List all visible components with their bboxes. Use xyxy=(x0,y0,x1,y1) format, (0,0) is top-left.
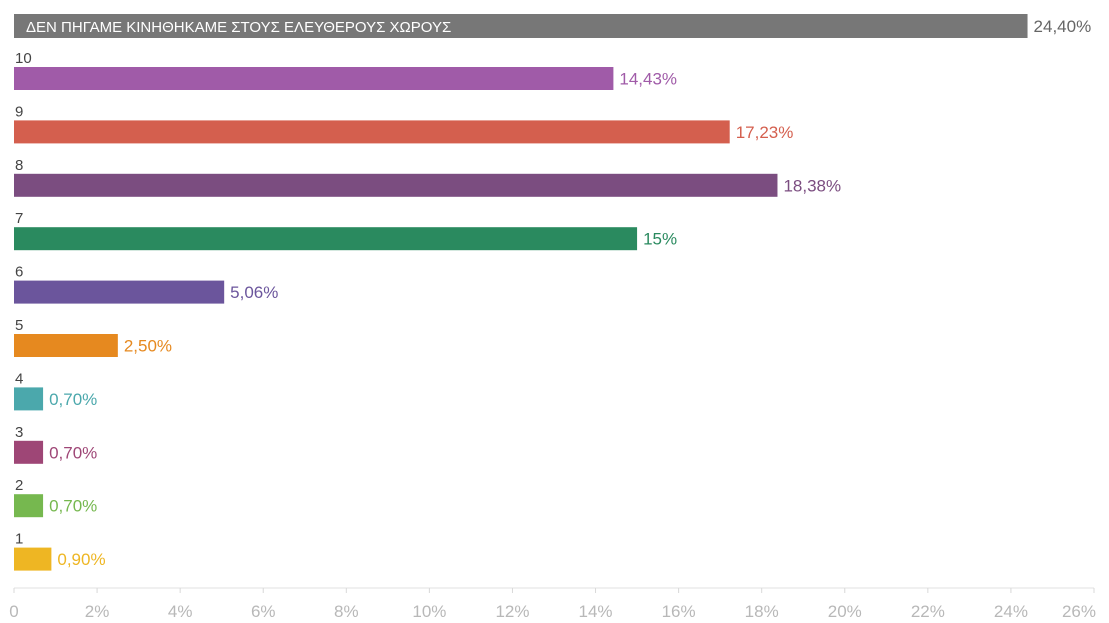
category-label: ΔΕΝ ΠΗΓΑΜΕ ΚΙΝΗΘΗΚΑΜΕ ΣΤΟΥΣ ΕΛΕΥΘΕΡΟΥΣ Χ… xyxy=(26,19,451,36)
x-tick-label: 26% xyxy=(1062,602,1096,621)
category-label: 2 xyxy=(15,477,23,494)
bar-9 xyxy=(14,120,730,144)
value-label: 18,38% xyxy=(783,176,841,195)
x-tick-label: 22% xyxy=(911,602,945,621)
value-label: 24,40% xyxy=(1034,17,1092,36)
category-label: 5 xyxy=(15,317,23,334)
category-label: 4 xyxy=(15,370,23,387)
x-tick-label: 12% xyxy=(495,602,529,621)
x-axis: 0 2% 4% 6% 8% 10% 12% 14% 16% 18% 20% 22% 24% 26% xyxy=(9,587,1096,621)
x-tick-label: 10% xyxy=(412,602,446,621)
x-tick-label: 24% xyxy=(994,602,1028,621)
bars-layer: ΔΕΝ ΠΗΓΑΜΕ ΚΙΝΗΘΗΚΑΜΕ ΣΤΟΥΣ ΕΛΕΥΘΕΡΟΥΣ Χ… xyxy=(14,14,1091,571)
bar-10 xyxy=(14,67,614,90)
x-tick-label: 14% xyxy=(579,602,613,621)
category-label: 3 xyxy=(15,424,23,441)
x-tick-label: 4% xyxy=(168,602,193,621)
bar-5 xyxy=(14,334,118,357)
x-tick-label: 8% xyxy=(334,602,359,621)
category-label: 9 xyxy=(15,103,23,120)
category-label: 1 xyxy=(15,531,23,548)
bar-2 xyxy=(14,494,44,518)
bar-1 xyxy=(14,547,52,571)
x-tick-label: 20% xyxy=(828,602,862,621)
bar-6 xyxy=(14,280,225,304)
value-label: 17,23% xyxy=(736,123,794,142)
value-label: 0,70% xyxy=(49,497,97,516)
bar-did-not-go xyxy=(14,14,1028,38)
bar-4 xyxy=(14,387,44,411)
category-label: 7 xyxy=(15,210,23,227)
value-label: 2,50% xyxy=(124,337,172,356)
bar-8 xyxy=(14,173,778,197)
category-label: 8 xyxy=(15,157,23,174)
category-label: 6 xyxy=(15,264,23,281)
x-tick-label: 18% xyxy=(745,602,779,621)
value-label: 14,43% xyxy=(619,70,677,89)
x-tick-label: 0 xyxy=(9,602,18,621)
value-label: 0,90% xyxy=(57,550,105,569)
bar-7 xyxy=(14,227,638,251)
value-label: 0,70% xyxy=(49,443,97,462)
bar-3 xyxy=(14,440,44,464)
value-label: 15% xyxy=(643,230,677,249)
x-tick-label: 16% xyxy=(662,602,696,621)
x-tick-label: 2% xyxy=(85,602,110,621)
x-tick-label: 6% xyxy=(251,602,276,621)
value-label: 0,70% xyxy=(49,390,97,409)
value-label: 5,06% xyxy=(230,283,278,302)
category-label: 10 xyxy=(15,50,32,67)
